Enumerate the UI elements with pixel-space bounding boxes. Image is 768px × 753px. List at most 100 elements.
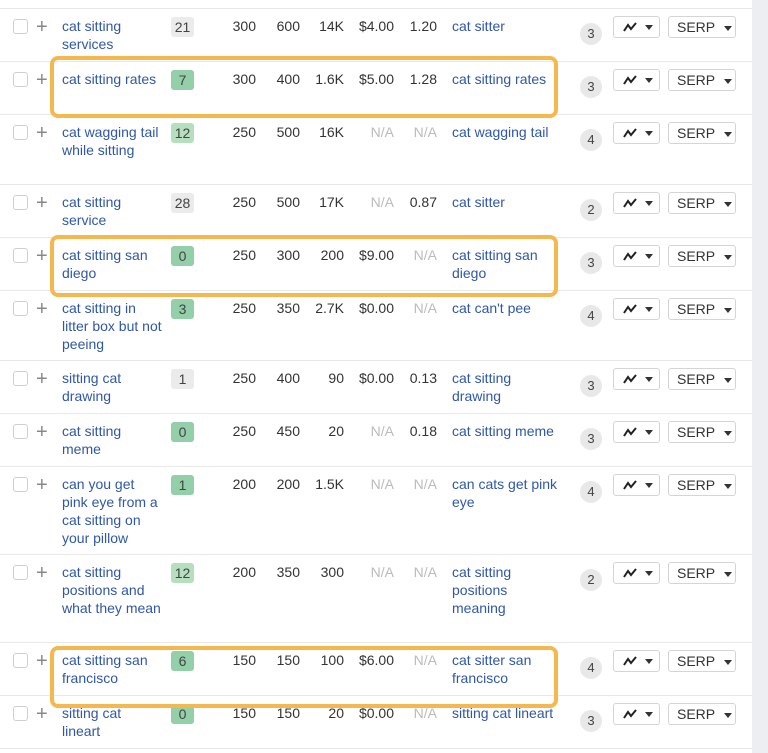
keyword-link[interactable]: cat sitting services (62, 18, 122, 52)
trend-dropdown[interactable] (613, 703, 660, 725)
parent-topic-link[interactable]: cat sitting drawing (452, 370, 512, 404)
scrollbar-track[interactable] (752, 0, 768, 753)
serp-dropdown[interactable]: SERP (668, 562, 736, 584)
cpc: $9.00 (358, 247, 394, 263)
serp-features-count: 3 (580, 252, 602, 274)
trend-dropdown[interactable] (613, 298, 660, 320)
chevron-down-icon (645, 659, 653, 664)
serp-label: SERP (677, 72, 715, 88)
add-keyword-icon[interactable]: + (36, 562, 48, 584)
add-keyword-icon[interactable]: + (36, 16, 48, 38)
row-checkbox[interactable] (13, 565, 28, 580)
serp-features-count: 3 (580, 428, 602, 450)
parent-topic-link[interactable]: cat sitter san francisco (452, 652, 532, 686)
chevron-down-icon (723, 571, 732, 577)
serp-dropdown[interactable]: SERP (668, 421, 736, 443)
keyword-link[interactable]: sitting cat lineart (62, 705, 122, 739)
cps: 1.20 (409, 18, 437, 34)
row-checkbox[interactable] (13, 301, 28, 316)
serp-dropdown[interactable]: SERP (668, 368, 736, 390)
parent-topic-link[interactable]: can cats get pink eye (452, 476, 558, 510)
keyword-link[interactable]: cat wagging tail while sitting (62, 124, 159, 158)
parent-topic-link[interactable]: cat sitter (452, 194, 505, 210)
keyword-link[interactable]: sitting cat drawing (62, 370, 122, 404)
traffic-potential: 200 (320, 247, 344, 263)
parent-topic-link[interactable]: cat sitter (452, 18, 505, 34)
row-checkbox[interactable] (13, 248, 28, 263)
traffic-potential: 20 (328, 705, 344, 721)
serp-dropdown[interactable]: SERP (668, 298, 736, 320)
row-checkbox[interactable] (13, 424, 28, 439)
row-checkbox[interactable] (13, 706, 28, 721)
row-checkbox[interactable] (13, 19, 28, 34)
trend-dropdown[interactable] (613, 192, 660, 214)
volume: 250 (232, 247, 256, 263)
keyword-link[interactable]: cat sitting san francisco (62, 652, 148, 686)
serp-dropdown[interactable]: SERP (668, 69, 736, 91)
serp-label: SERP (677, 301, 715, 317)
traffic-potential: 20 (328, 423, 344, 439)
trend-dropdown[interactable] (613, 69, 660, 91)
serp-features-count: 4 (580, 305, 602, 327)
add-keyword-icon[interactable]: + (36, 192, 48, 214)
chevron-down-icon (645, 201, 653, 206)
parent-topic-link[interactable]: cat sitting san diego (452, 247, 538, 281)
keyword-link[interactable]: cat sitting positions and what they mean (62, 564, 161, 616)
row-checkbox[interactable] (13, 195, 28, 210)
row-checkbox[interactable] (13, 477, 28, 492)
parent-topic-link[interactable]: cat can't pee (452, 300, 531, 316)
trend-dropdown[interactable] (613, 368, 660, 390)
add-keyword-icon[interactable]: + (36, 368, 48, 390)
chevron-down-icon (645, 254, 653, 259)
cpc: N/A (370, 564, 394, 580)
keyword-link[interactable]: cat sitting service (62, 194, 122, 228)
keyword-link[interactable]: can you get pink eye from a cat sitting … (62, 476, 158, 546)
kd-badge: 0 (171, 422, 194, 442)
serp-dropdown[interactable]: SERP (668, 16, 736, 38)
cpc: $4.00 (358, 18, 394, 34)
cpc: N/A (370, 124, 394, 140)
serp-label: SERP (677, 424, 715, 440)
trend-dropdown[interactable] (613, 650, 660, 672)
trend-icon (623, 128, 637, 138)
serp-dropdown[interactable]: SERP (668, 245, 736, 267)
serp-dropdown[interactable]: SERP (668, 703, 736, 725)
trend-icon (623, 656, 637, 666)
row-checkbox[interactable] (13, 371, 28, 386)
trend-dropdown[interactable] (613, 421, 660, 443)
keyword-link[interactable]: cat sitting rates (62, 71, 157, 87)
trend-dropdown[interactable] (613, 474, 660, 496)
keyword-link[interactable]: cat sitting san diego (62, 247, 148, 281)
keyword-link[interactable]: cat sitting meme (62, 423, 122, 457)
add-keyword-icon[interactable]: + (36, 122, 48, 144)
trend-dropdown[interactable] (613, 16, 660, 38)
add-keyword-icon[interactable]: + (36, 421, 48, 443)
add-keyword-icon[interactable]: + (36, 245, 48, 267)
row-checkbox[interactable] (13, 125, 28, 140)
parent-topic-link[interactable]: cat wagging tail (452, 124, 549, 140)
chevron-down-icon (723, 659, 732, 665)
parent-topic-link[interactable]: sitting cat lineart (452, 705, 554, 721)
add-keyword-icon[interactable]: + (36, 69, 48, 91)
parent-topic-link[interactable]: cat sitting meme (452, 423, 554, 439)
add-keyword-icon[interactable]: + (36, 298, 48, 320)
serp-dropdown[interactable]: SERP (668, 122, 736, 144)
trend-dropdown[interactable] (613, 245, 660, 267)
parent-topic-link[interactable]: cat sitting rates (452, 71, 547, 87)
row-checkbox[interactable] (13, 72, 28, 87)
cps: N/A (413, 247, 437, 263)
add-keyword-icon[interactable]: + (36, 703, 48, 725)
add-keyword-icon[interactable]: + (36, 474, 48, 496)
serp-features-count: 4 (580, 481, 602, 503)
keyword-link[interactable]: cat sitting in litter box but not peeing (62, 300, 162, 352)
serp-dropdown[interactable]: SERP (668, 192, 736, 214)
add-keyword-icon[interactable]: + (36, 650, 48, 672)
serp-dropdown[interactable]: SERP (668, 474, 736, 496)
table-row: + cat sitting positions and what they me… (0, 555, 752, 643)
parent-topic-link[interactable]: cat sitting positions meaning (452, 564, 512, 616)
trend-dropdown[interactable] (613, 122, 660, 144)
row-checkbox[interactable] (13, 653, 28, 668)
global-volume: 500 (276, 124, 300, 140)
trend-dropdown[interactable] (613, 562, 660, 584)
serp-dropdown[interactable]: SERP (668, 650, 736, 672)
